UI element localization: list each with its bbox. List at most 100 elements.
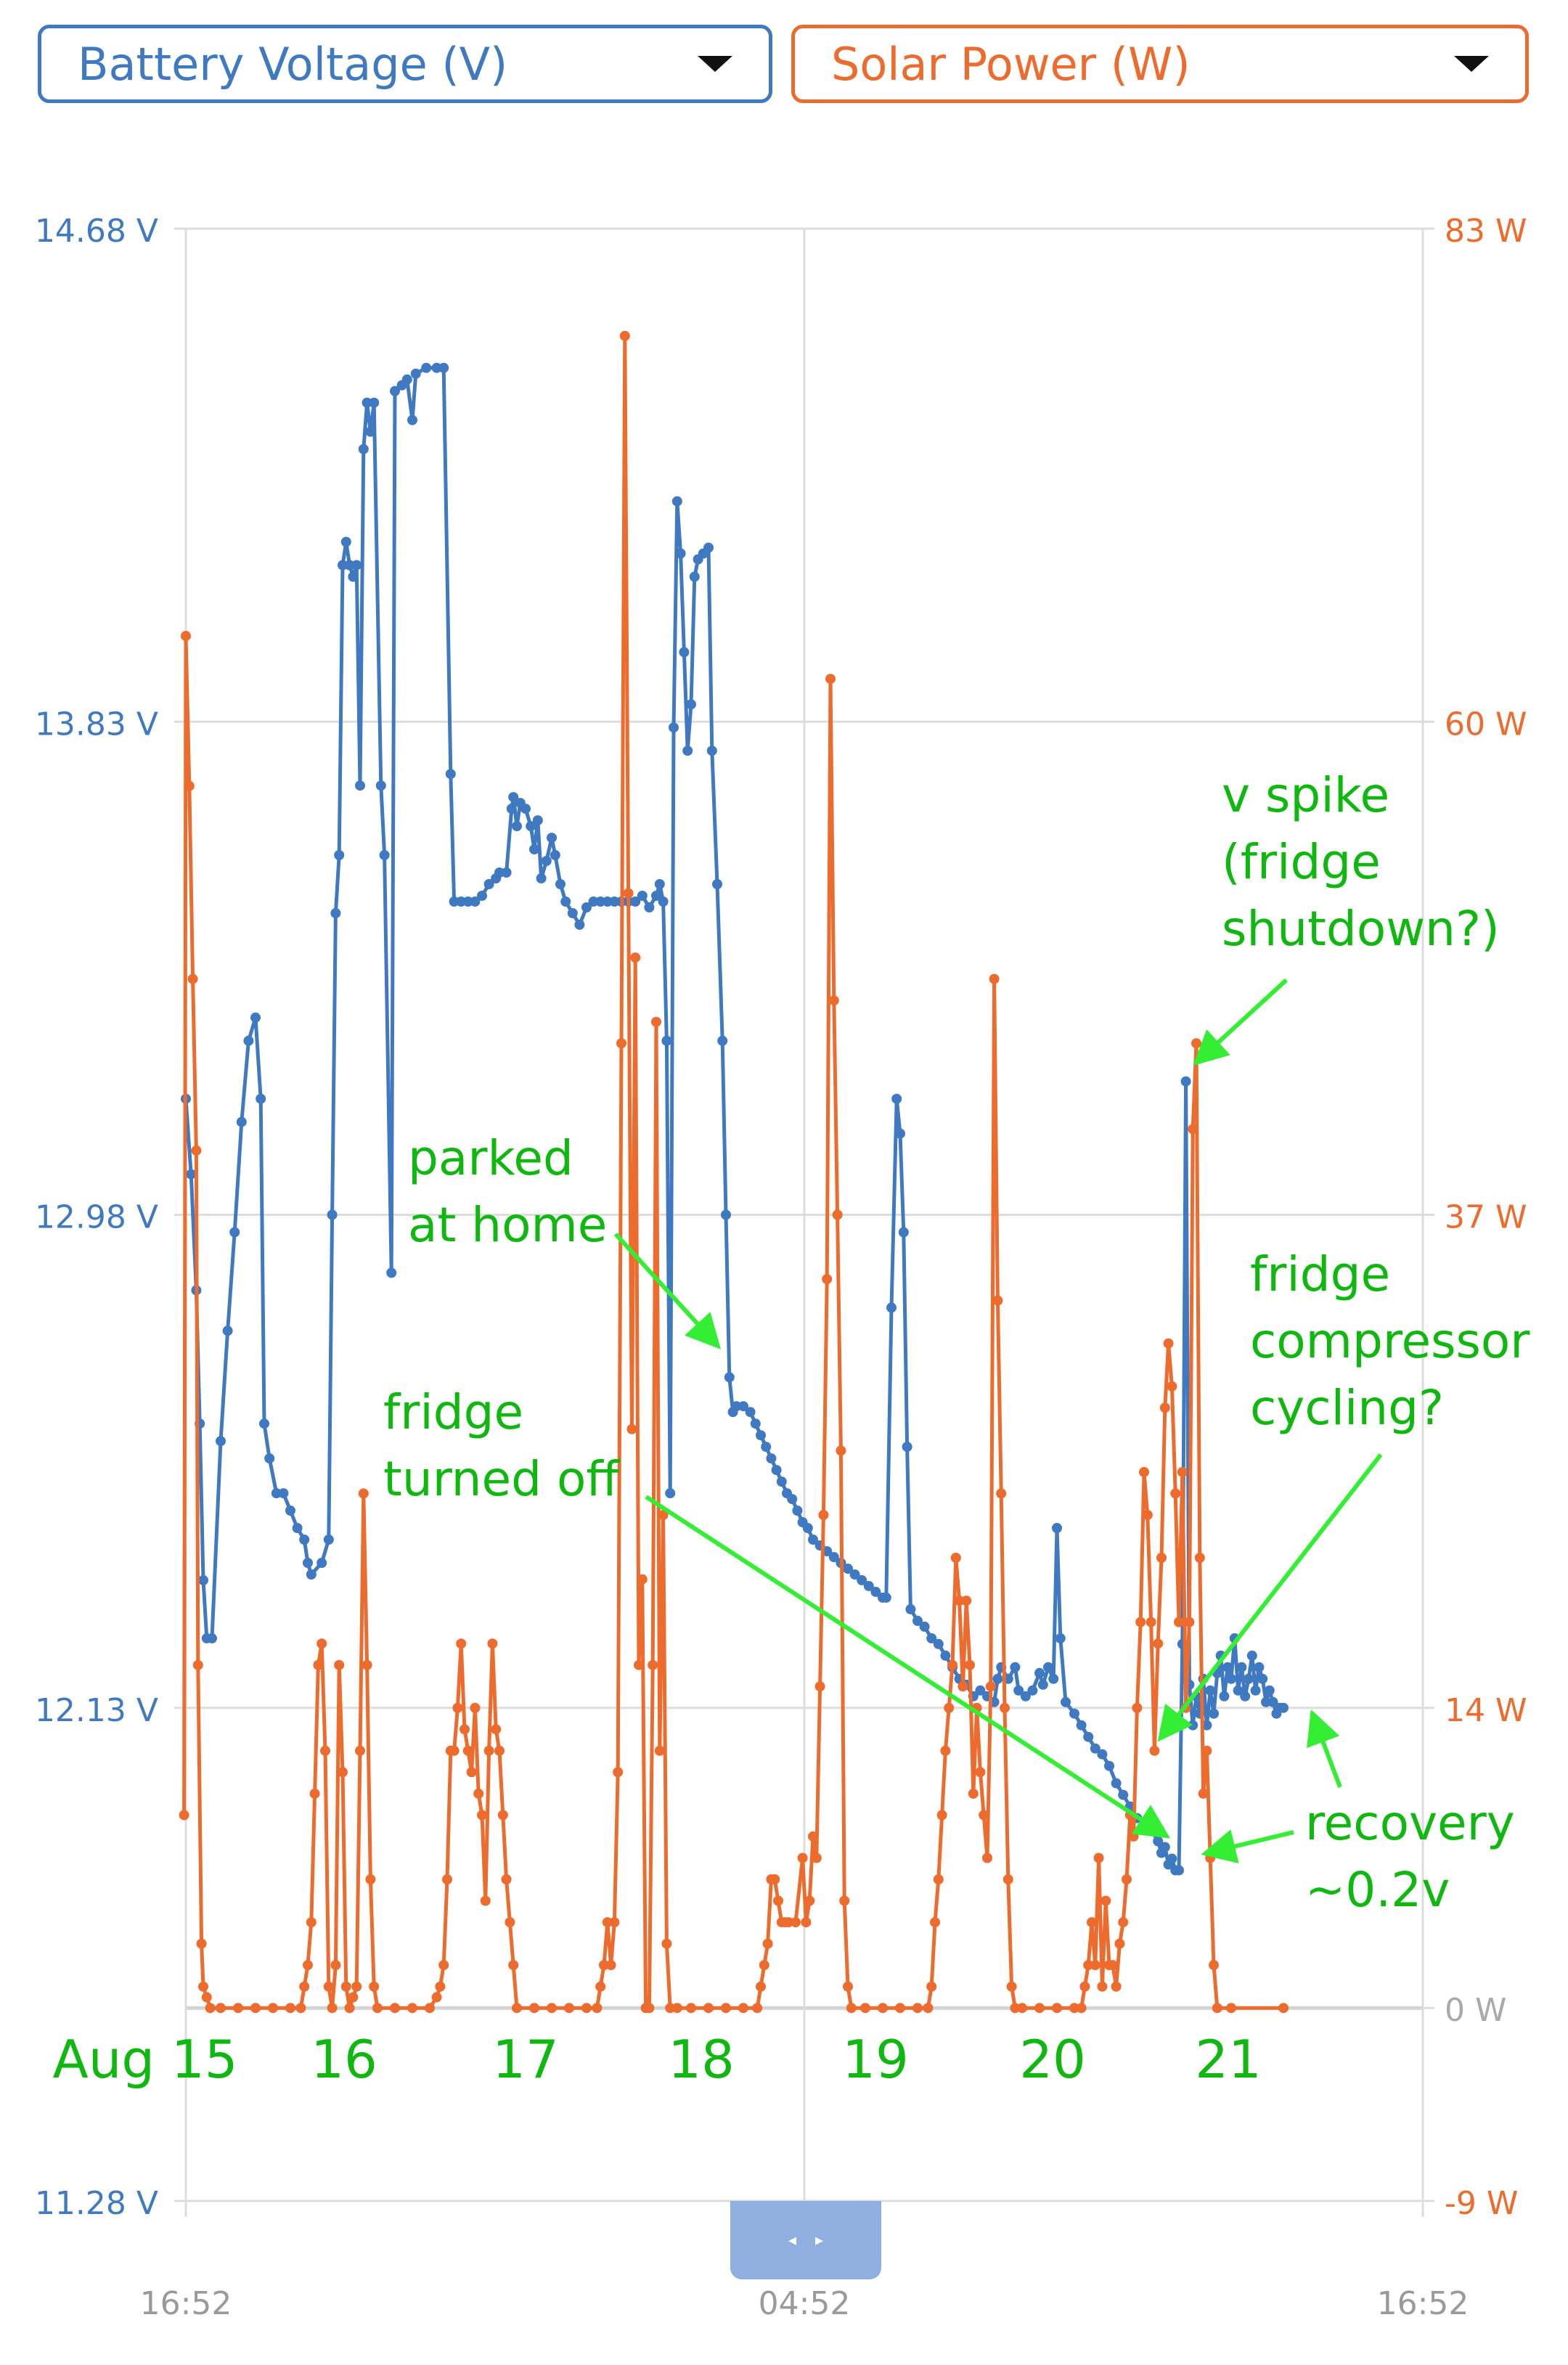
solar-data-point <box>340 1981 351 1992</box>
voltage-data-point <box>738 1401 748 1412</box>
y-right-tick-label: 0 W <box>1445 1992 1507 2029</box>
solar-data-point <box>425 2003 435 2014</box>
solar-data-point <box>330 1960 341 1971</box>
solar-data-point <box>313 1659 324 1670</box>
solar-data-point <box>268 2003 278 2014</box>
solar-data-point <box>473 1788 484 1799</box>
solar-data-point <box>181 631 191 642</box>
solar-data-point <box>295 2003 306 2014</box>
voltage-data-point <box>438 362 449 373</box>
voltage-data-point <box>375 780 386 791</box>
solar-data-point <box>1122 1874 1132 1884</box>
annotation-text: parked <box>408 1130 573 1186</box>
solar-data-point <box>438 1960 449 1971</box>
voltage-data-point <box>330 908 341 918</box>
voltage-data-point <box>669 722 679 733</box>
solar-data-point <box>605 1960 616 1971</box>
voltage-data-point <box>679 647 690 658</box>
voltage-data-point <box>369 397 380 408</box>
solar-data-point <box>184 780 195 791</box>
solar-data-point <box>1114 1938 1125 1949</box>
solar-data-point <box>616 1038 626 1049</box>
solar-data-point <box>372 2003 383 2014</box>
solar-data-point <box>975 1767 986 1778</box>
voltage-data-point <box>362 397 372 408</box>
voltage-data-point <box>1180 1076 1191 1087</box>
voltage-data-point <box>1226 1673 1236 1684</box>
x-tick-label: 16:52 <box>140 2285 232 2322</box>
solar-data-point <box>1076 2003 1087 2014</box>
solar-data-point <box>497 1810 508 1821</box>
voltage-data-point <box>506 804 517 814</box>
y-left-tick-label: 12.98 V <box>35 1199 158 1236</box>
voltage-data-point <box>229 1227 240 1238</box>
solar-data-point <box>992 1295 1003 1306</box>
solar-data-point <box>306 1917 317 1928</box>
solar-data-point <box>191 1145 202 1156</box>
voltage-data-point <box>198 1574 208 1585</box>
solar-data-point <box>1052 2003 1062 2014</box>
voltage-data-point <box>334 850 345 860</box>
voltage-data-point <box>379 850 390 860</box>
voltage-data-point <box>1027 1685 1038 1696</box>
voltage-data-point <box>512 821 522 832</box>
voltage-data-point <box>299 1535 310 1545</box>
solar-data-point <box>487 1638 498 1649</box>
solar-data-point <box>309 1788 320 1799</box>
battery-voltage-selector[interactable]: Battery Voltage (V) <box>38 25 772 103</box>
solar-data-point <box>435 1981 446 1992</box>
voltage-data-point <box>595 896 606 907</box>
voltage-data-point <box>1236 1662 1247 1672</box>
voltage-data-point <box>285 1506 295 1516</box>
annotation-arrow <box>645 1495 1171 1839</box>
solar-data-point <box>201 1992 212 2003</box>
voltage-data-point <box>1201 1720 1212 1731</box>
voltage-data-point <box>771 1465 782 1476</box>
voltage-data-point <box>358 444 369 454</box>
solar-data-point <box>965 1659 975 1670</box>
voltage-data-point <box>410 368 421 379</box>
solar-power-selector[interactable]: Solar Power (W) <box>791 25 1529 103</box>
voltage-data-point <box>327 1209 338 1220</box>
solar-data-point <box>822 1274 833 1285</box>
solar-data-point <box>940 1745 951 1756</box>
voltage-data-point <box>243 1035 254 1046</box>
voltage-data-point <box>1222 1662 1233 1672</box>
voltage-data-point <box>401 374 412 385</box>
voltage-data-point <box>651 891 661 901</box>
voltage-data-point <box>186 1169 197 1180</box>
voltage-data-point <box>477 891 487 901</box>
chevron-down-icon[interactable] <box>698 56 732 72</box>
voltage-data-point <box>250 1012 261 1023</box>
voltage-data-point <box>898 1227 909 1238</box>
solar-data-point <box>198 1981 208 1992</box>
voltage-data-point <box>1083 1731 1094 1742</box>
voltage-data-point <box>891 1093 902 1104</box>
solar-data-point <box>1163 1338 1174 1349</box>
solar-data-point <box>1079 1981 1090 1992</box>
voltage-series-line <box>184 366 1283 1872</box>
voltage-data-point <box>919 1621 930 1632</box>
solar-data-point <box>860 2003 870 2014</box>
voltage-data-point <box>529 844 539 855</box>
solar-data-point <box>944 1702 955 1713</box>
x-tick-label: 04:52 <box>759 2285 851 2322</box>
solar-data-point <box>355 1745 365 1756</box>
solar-data-point <box>1003 1874 1013 1884</box>
voltage-data-point <box>456 896 467 907</box>
solar-data-point <box>442 1874 452 1884</box>
time-range-scrubber-handle[interactable]: ◂ ▸ <box>730 2201 881 2279</box>
solar-data-point <box>299 1981 310 1992</box>
voltage-data-point <box>445 769 456 780</box>
solar-data-point <box>1069 2003 1079 2014</box>
solar-data-point <box>1212 2003 1222 2014</box>
day-label: 17 <box>492 2029 559 2090</box>
voltage-data-point <box>756 1430 766 1441</box>
voltage-data-point <box>703 542 714 553</box>
voltage-data-point <box>560 896 571 907</box>
voltage-data-point <box>776 1476 787 1487</box>
voltage-data-point <box>808 1535 818 1545</box>
chevron-down-icon[interactable] <box>1454 56 1489 72</box>
voltage-data-point <box>278 1488 289 1499</box>
